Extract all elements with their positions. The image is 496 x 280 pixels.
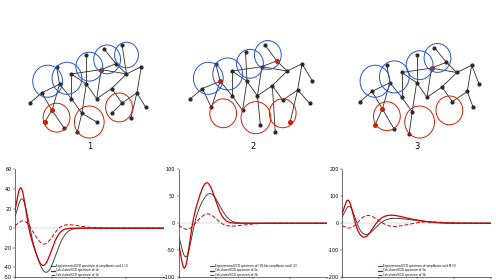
Legend: Experimental ECD spectrum of simplibosic acid L (1), Calculated ECD spectrum of : Experimental ECD spectrum of simplibosic… <box>51 264 128 277</box>
Legend: Experimental ECD spectrum of (1R,4ar-simplibosic acid) (2), Calculated ECD spect: Experimental ECD spectrum of (1R,4ar-sim… <box>209 264 297 277</box>
Text: 2: 2 <box>250 142 255 151</box>
Text: 3: 3 <box>414 142 419 151</box>
Legend: Experimental ECD spectrum of simplibosic acid M (3), Calculated ECD spectrum of : Experimental ECD spectrum of simplibosic… <box>377 264 456 277</box>
Text: 1: 1 <box>87 142 92 151</box>
